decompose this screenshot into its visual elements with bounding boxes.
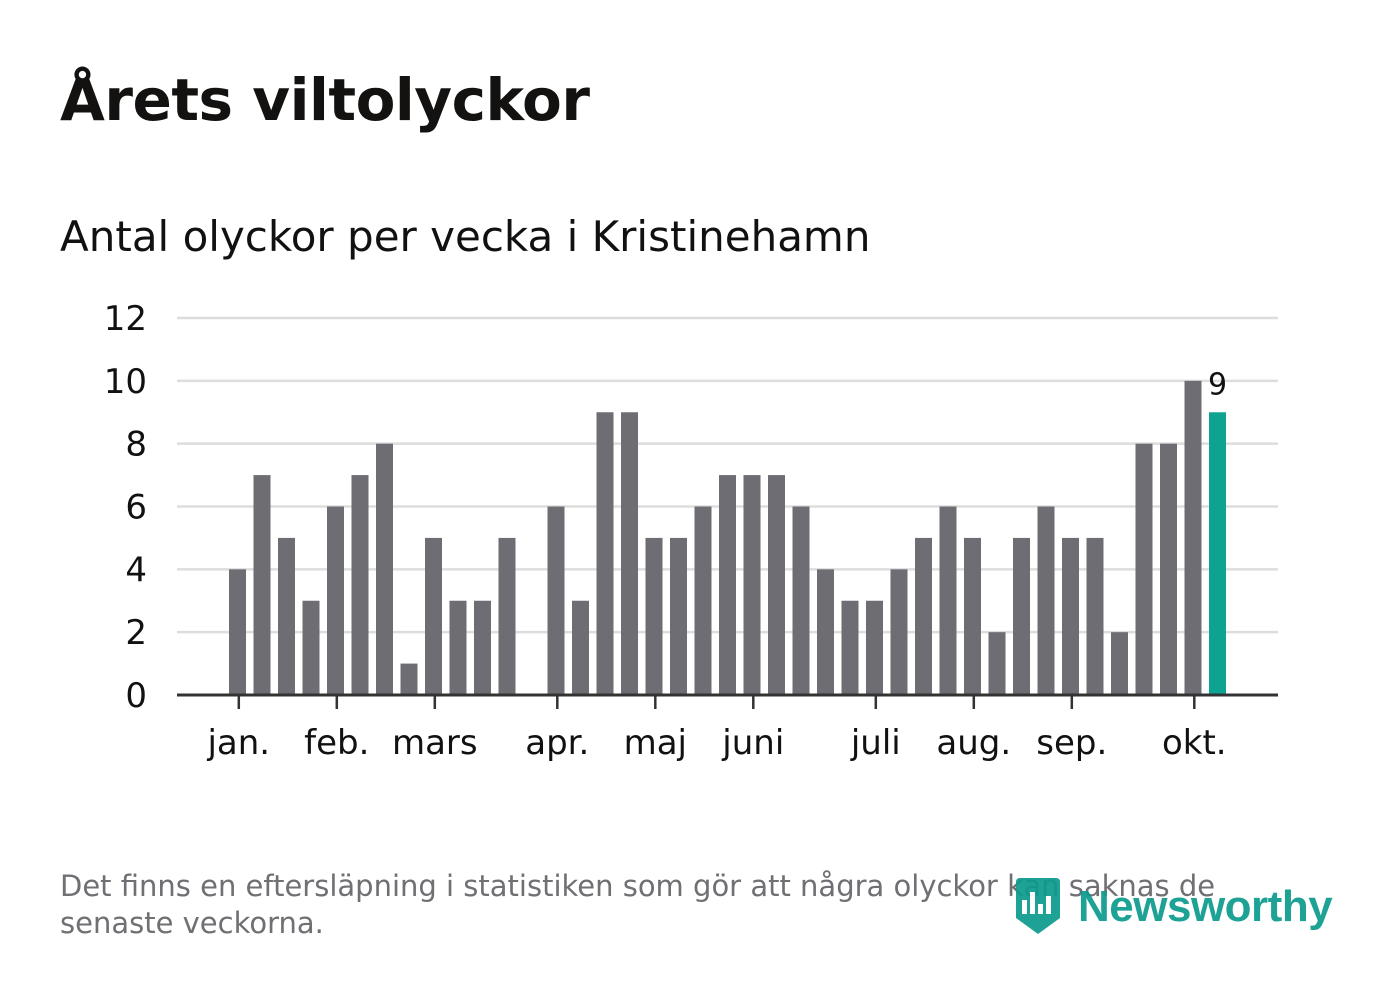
y-tick-label: 4 [125,550,147,590]
newsworthy-logo: Newsworthy [1012,876,1333,938]
bar [449,600,467,695]
chart-subtitle: Antal olyckor per vecka i Kristinehamn [60,212,871,261]
bar [1111,632,1128,695]
x-tick-label: apr. [525,723,589,763]
bar [939,506,957,695]
bar [278,537,295,695]
bar [743,475,761,695]
bar [719,475,736,695]
x-tick-label: mars [392,723,478,763]
x-tick-label: jan. [206,723,270,763]
logo-text: Newsworthy [1078,882,1333,931]
x-tick-label: okt. [1162,723,1227,763]
bar [988,632,1006,695]
bar [400,663,418,695]
bar [1160,443,1177,695]
data-label: 9 [1208,367,1227,402]
x-tick-label: feb. [304,723,369,763]
y-tick-label: 10 [104,362,147,402]
bar [1184,380,1202,695]
bar-highlight [1209,412,1226,695]
bar [621,412,638,695]
bar [915,537,932,695]
y-tick-label: 8 [125,425,147,465]
bar [302,600,320,695]
bar [817,569,834,695]
bar [474,600,491,695]
x-tick-label: juni [721,723,784,763]
bar [694,506,712,695]
bar [964,537,981,695]
x-axis: jan. feb. mars apr. maj juni juli aug. sep. okt. [177,693,1278,763]
bar [866,600,883,695]
bar [1037,506,1055,695]
bar [498,537,516,695]
chart-title: Årets viltolyckor [60,66,590,134]
x-tick-label: juli [850,723,901,763]
bar [376,443,393,695]
bar [1062,537,1079,695]
bar [1086,537,1104,695]
annotations: 9 [1208,367,1227,402]
bar [1013,537,1030,695]
y-tick-label: 12 [104,299,147,339]
bar [645,537,663,695]
bar [596,412,614,695]
newsworthy-chart-icon [1016,878,1060,934]
bar [670,537,687,695]
bar [890,569,908,695]
bar [768,475,785,695]
bar [547,506,565,695]
bar [425,537,442,695]
bar [229,569,246,695]
bar [572,600,589,695]
bar [792,506,810,695]
bar [351,475,369,695]
bar [1135,443,1153,695]
bars [229,380,1226,695]
bar [253,475,271,695]
bar [327,506,344,695]
bar [841,600,859,695]
x-tick-label: aug. [936,723,1011,763]
x-tick-label: maj [624,723,687,763]
y-tick-label: 0 [125,676,147,716]
y-axis-labels: 0 2 4 6 8 10 12 [104,299,147,716]
y-tick-label: 2 [125,613,147,653]
x-tick-label: sep. [1036,723,1107,763]
y-tick-label: 6 [125,488,147,528]
